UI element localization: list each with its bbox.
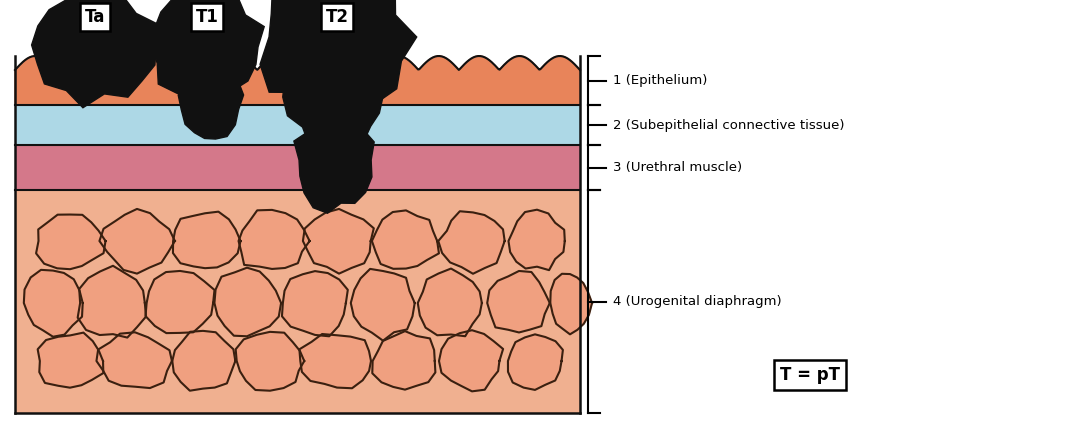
Polygon shape <box>260 0 417 119</box>
Polygon shape <box>172 331 236 391</box>
Polygon shape <box>372 210 439 269</box>
Text: T = pT: T = pT <box>780 366 840 384</box>
Text: 1 (Epithelium): 1 (Epithelium) <box>613 74 707 87</box>
Polygon shape <box>15 56 580 105</box>
Polygon shape <box>32 0 157 108</box>
Polygon shape <box>303 209 374 274</box>
Polygon shape <box>36 215 106 269</box>
Polygon shape <box>96 332 172 388</box>
Polygon shape <box>351 269 414 341</box>
Text: 3 (Urethral muscle): 3 (Urethral muscle) <box>613 161 742 174</box>
Polygon shape <box>487 271 549 332</box>
Polygon shape <box>37 333 103 388</box>
Polygon shape <box>508 334 563 390</box>
Polygon shape <box>172 212 241 268</box>
Polygon shape <box>282 271 348 336</box>
Text: 4 (Urogenital diaphragm): 4 (Urogenital diaphragm) <box>613 295 782 308</box>
Bar <box>15 190 580 413</box>
Polygon shape <box>78 266 146 337</box>
Polygon shape <box>283 46 382 153</box>
Bar <box>15 105 580 145</box>
Text: Ta: Ta <box>85 8 105 26</box>
Text: 2 (Subepithelial connective tissue): 2 (Subepithelial connective tissue) <box>613 119 845 131</box>
Polygon shape <box>24 270 82 337</box>
Polygon shape <box>100 209 175 274</box>
Polygon shape <box>418 269 482 336</box>
Polygon shape <box>550 274 592 334</box>
Polygon shape <box>300 334 371 388</box>
Text: T1: T1 <box>196 8 218 26</box>
Polygon shape <box>146 271 214 333</box>
Polygon shape <box>214 268 281 336</box>
Text: T2: T2 <box>326 8 348 26</box>
Polygon shape <box>293 106 374 213</box>
Polygon shape <box>239 210 310 269</box>
Polygon shape <box>509 210 564 270</box>
Polygon shape <box>373 331 436 390</box>
Polygon shape <box>178 51 243 139</box>
Polygon shape <box>439 330 503 391</box>
Polygon shape <box>438 211 504 274</box>
Bar <box>15 145 580 190</box>
Polygon shape <box>152 0 265 106</box>
Polygon shape <box>236 332 304 391</box>
